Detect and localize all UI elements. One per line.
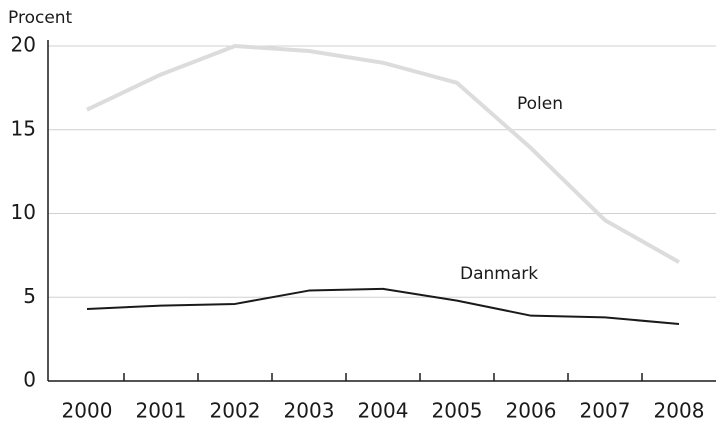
y-tick-label: 10: [11, 200, 36, 224]
series-line: [86, 44, 680, 264]
y-tick-label: 20: [11, 33, 36, 57]
y-axis-label: Procent: [8, 8, 73, 28]
x-tick-label: 2008: [654, 399, 705, 423]
x-tick-label: 2002: [210, 399, 261, 423]
x-tick-label: 2006: [506, 399, 557, 423]
x-tick-label: 2007: [580, 399, 631, 423]
x-tick-label: 2001: [136, 399, 187, 423]
y-tick-label: 5: [23, 284, 36, 308]
x-tick-label: 2004: [358, 399, 409, 423]
y-tick-label: 0: [23, 368, 36, 392]
series-label: Danmark: [460, 264, 538, 284]
y-tick-label: 15: [11, 116, 36, 140]
x-tick-label: 2000: [62, 399, 113, 423]
series-label: Polen: [517, 94, 563, 114]
x-tick-label: 2005: [432, 399, 483, 423]
series-line: [86, 287, 680, 326]
x-tick-label: 2003: [284, 399, 335, 423]
